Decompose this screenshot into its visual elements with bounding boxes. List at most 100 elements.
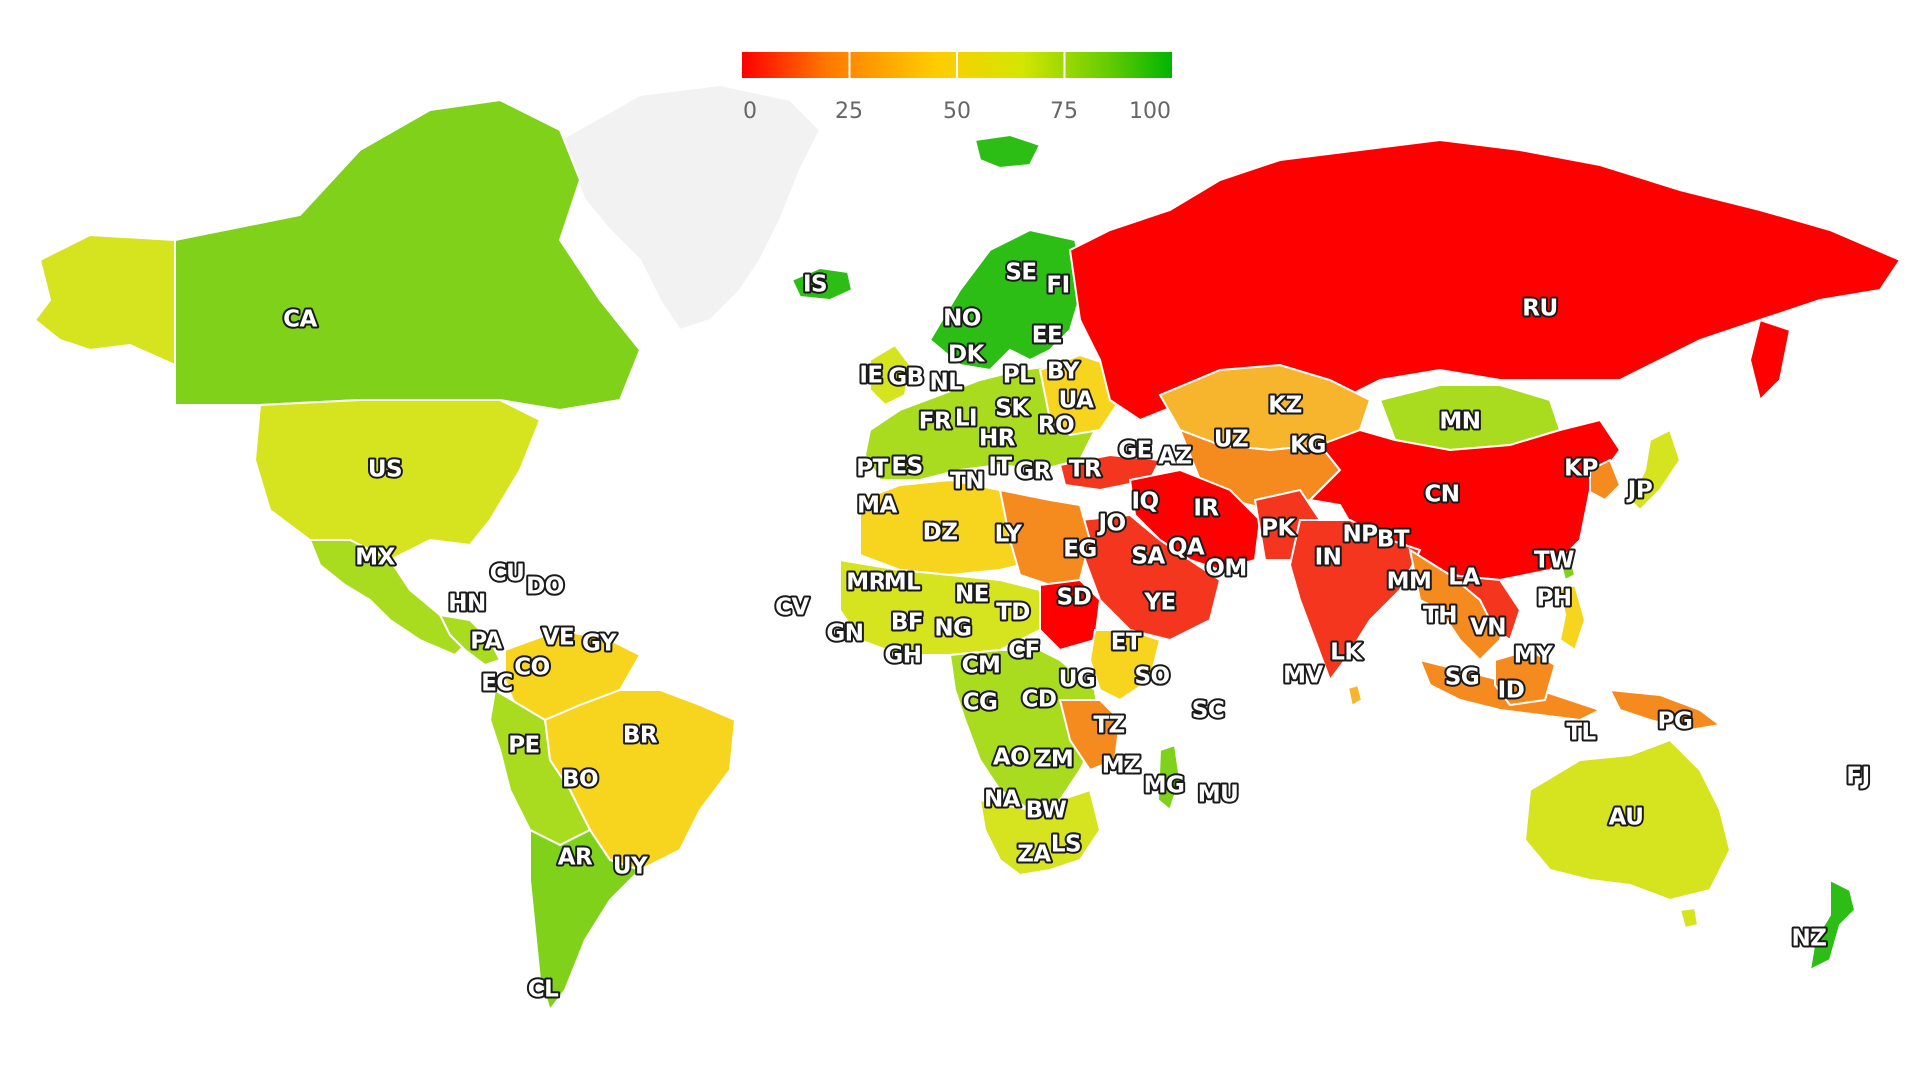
region-australia[interactable] (1523, 738, 1732, 902)
region-southern-cone[interactable] (529, 828, 642, 1013)
country-label-sc: SC (1192, 698, 1224, 724)
country-label-es: ES (891, 454, 922, 480)
country-label-lk: LK (1330, 640, 1363, 666)
country-label-qa: QA (1168, 535, 1205, 561)
country-label-np: NP (1342, 522, 1377, 548)
country-label-cd: CD (1022, 687, 1057, 713)
region-korea[interactable] (1589, 458, 1622, 502)
region-usa[interactable] (253, 399, 542, 562)
region-western-europe[interactable] (863, 363, 1102, 481)
country-label-la: LA (1448, 565, 1480, 591)
country-label-sk: SK (995, 396, 1030, 422)
country-label-ye: YE (1143, 590, 1175, 616)
country-label-ve: VE (542, 625, 575, 651)
country-label-uy: UY (613, 854, 648, 880)
country-label-cv: CV (775, 595, 809, 621)
country-label-fi: FI (1046, 273, 1069, 299)
country-label-tr: TR (1069, 457, 1102, 483)
region-eastern-europe[interactable] (1038, 353, 1122, 437)
country-label-no: NO (943, 306, 981, 332)
country-label-do: DO (526, 574, 564, 600)
country-label-so: SO (1134, 664, 1169, 690)
country-label-pt: PT (856, 456, 888, 482)
landmasses (33, 83, 1902, 1013)
country-label-cf: CF (1008, 638, 1040, 664)
country-label-fr: FR (919, 409, 952, 435)
region-horn-of-africa[interactable] (1088, 629, 1162, 702)
country-label-cg: CG (963, 690, 998, 716)
country-label-jo: JO (1096, 511, 1125, 537)
region-east-africa[interactable] (1058, 699, 1122, 772)
country-label-ug: UG (1059, 667, 1096, 693)
region-greenland[interactable] (558, 83, 822, 332)
country-label-ar: AR (558, 845, 593, 871)
region-scandinavia[interactable] (928, 228, 1087, 372)
region-taiwan[interactable] (1558, 553, 1577, 582)
region-british-isles[interactable] (869, 343, 912, 407)
country-label-tz: TZ (1093, 713, 1124, 739)
region-sri-lanka[interactable] (1346, 683, 1364, 708)
region-madagascar[interactable] (1156, 743, 1182, 812)
country-label-cm: CM (962, 653, 1001, 679)
country-label-is: IS (803, 272, 827, 298)
region-west-africa[interactable] (839, 558, 1041, 656)
region-alaska[interactable] (33, 233, 176, 367)
country-label-kz: KZ (1268, 393, 1302, 419)
country-label-mg: MG (1144, 773, 1185, 799)
region-iceland[interactable] (790, 266, 854, 302)
region-southern-africa[interactable] (978, 788, 1102, 877)
country-label-na: NA (984, 787, 1021, 813)
region-india[interactable] (1288, 519, 1422, 683)
country-label-hn: HN (448, 591, 486, 617)
region-tasmania[interactable] (1678, 906, 1700, 930)
country-label-bf: BF (891, 610, 923, 636)
country-label-tw: TW (1534, 548, 1574, 574)
country-label-ml: ML (884, 570, 921, 596)
region-borneo[interactable] (1494, 648, 1557, 707)
country-label-gn: GN (826, 621, 863, 647)
region-central-america[interactable] (438, 613, 502, 667)
country-label-az: AZ (1158, 444, 1191, 470)
country-label-sd: SD (1057, 585, 1092, 611)
region-iran-iraq[interactable] (1128, 468, 1262, 572)
region-kamchatka[interactable] (1748, 318, 1792, 402)
legend-tick-50: 50 (943, 99, 971, 124)
region-philippines[interactable] (1558, 583, 1587, 652)
region-mexico[interactable] (308, 539, 472, 657)
region-japan[interactable] (1628, 428, 1682, 512)
country-label-ly: LY (995, 522, 1023, 548)
country-label-by: BY (1047, 359, 1080, 385)
region-svalbard[interactable] (973, 133, 1042, 170)
country-label-cn: CN (1424, 482, 1459, 508)
country-label-se: SE (1005, 260, 1036, 286)
region-arabia[interactable] (1078, 513, 1222, 642)
country-label-fj: FJ (1846, 764, 1869, 790)
region-new-zealand[interactable] (1808, 878, 1857, 972)
country-label-nz: NZ (1792, 926, 1827, 952)
country-label-ua: UA (1059, 388, 1094, 414)
country-label-dk: DK (948, 342, 986, 368)
country-label-ls: LS (1051, 832, 1081, 858)
country-label-ne: NE (955, 582, 989, 608)
region-central-africa[interactable] (948, 649, 1102, 812)
country-label-cl: CL (528, 977, 559, 1003)
country-label-uz: UZ (1214, 427, 1248, 453)
country-label-gr: GR (1015, 459, 1051, 485)
country-label-td: TD (996, 600, 1030, 626)
region-vietnam-laos[interactable] (1446, 573, 1522, 642)
color-scale-legend: 0 25 50 75 100 (742, 52, 1172, 124)
country-label-mn: MN (1439, 409, 1480, 435)
country-label-pa: PA (470, 629, 502, 655)
region-new-guinea[interactable] (1608, 688, 1723, 732)
country-label-au: AU (1609, 805, 1644, 831)
country-label-id: ID (1498, 678, 1525, 704)
country-label-mm: MM (1387, 569, 1432, 595)
legend-tick-0: 0 (743, 99, 757, 124)
country-label-jp: JP (1626, 478, 1652, 504)
country-label-bw: BW (1026, 798, 1067, 824)
country-label-pl: PL (1003, 363, 1034, 389)
country-label-tn: TN (950, 469, 984, 495)
country-label-zm: ZM (1035, 747, 1074, 773)
